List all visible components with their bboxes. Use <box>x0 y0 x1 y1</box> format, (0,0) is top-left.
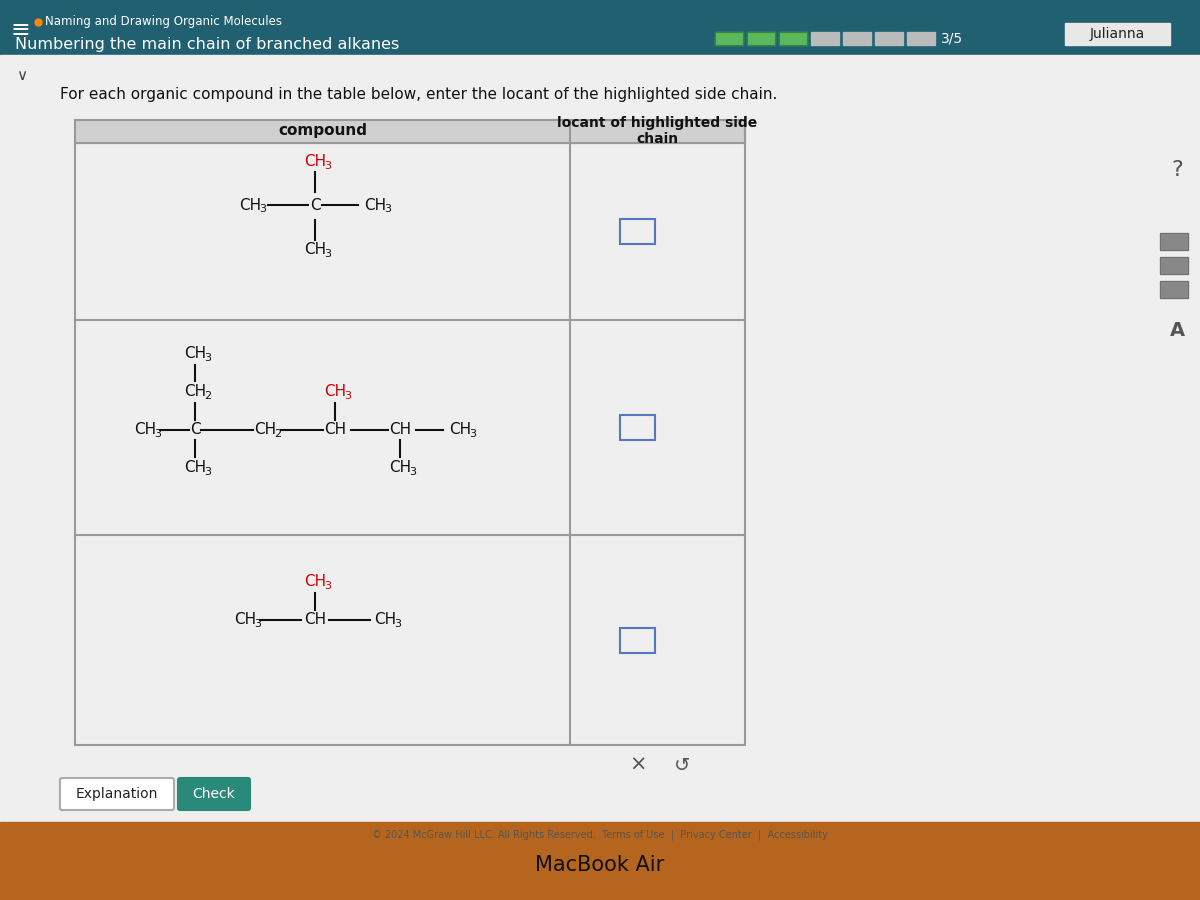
Text: CH: CH <box>184 346 206 362</box>
Bar <box>1160 233 1188 250</box>
Text: 3: 3 <box>254 619 262 629</box>
Bar <box>875 32 904 44</box>
Text: 3: 3 <box>204 467 211 477</box>
Text: Julianna: Julianna <box>1090 27 1145 41</box>
Text: ×: × <box>629 755 647 775</box>
Text: CH: CH <box>304 574 326 590</box>
Bar <box>1160 257 1188 274</box>
Text: ≡: ≡ <box>10 18 30 42</box>
FancyBboxPatch shape <box>60 778 174 810</box>
Text: compound: compound <box>278 123 367 139</box>
Text: 3: 3 <box>469 429 476 439</box>
Bar <box>1160 281 1188 298</box>
Text: 3: 3 <box>324 161 331 171</box>
Text: CH: CH <box>304 613 326 627</box>
Text: Numbering the main chain of branched alkanes: Numbering the main chain of branched alk… <box>14 37 400 51</box>
Text: 3: 3 <box>324 249 331 259</box>
Bar <box>715 32 743 44</box>
Bar <box>0 822 1200 900</box>
Text: CH: CH <box>364 197 386 212</box>
Text: 3: 3 <box>384 204 391 214</box>
Text: 3: 3 <box>409 467 416 477</box>
Text: CH: CH <box>184 384 206 400</box>
Bar <box>779 32 808 44</box>
Text: CH: CH <box>184 461 206 475</box>
Text: C: C <box>310 197 320 212</box>
Text: 2: 2 <box>204 391 211 401</box>
Bar <box>1160 281 1188 298</box>
Text: CH: CH <box>324 422 346 437</box>
Text: CH: CH <box>134 422 156 437</box>
Bar <box>779 32 808 44</box>
Bar <box>0 0 1200 55</box>
Text: C: C <box>190 422 200 437</box>
Bar <box>74 120 745 745</box>
Text: ?: ? <box>1171 160 1183 180</box>
FancyBboxPatch shape <box>178 778 250 810</box>
Text: 2: 2 <box>275 429 282 439</box>
Text: MacBook Air: MacBook Air <box>535 855 665 875</box>
Text: © 2024 McGraw Hill LLC. All Rights Reserved.  Terms of Use  |  Privacy Center  |: © 2024 McGraw Hill LLC. All Rights Reser… <box>372 830 828 841</box>
Text: A: A <box>1170 320 1184 339</box>
Bar <box>715 32 743 44</box>
Text: 3: 3 <box>259 204 266 214</box>
Bar <box>1066 23 1170 45</box>
Text: CH: CH <box>324 384 346 400</box>
Text: 3: 3 <box>155 429 162 439</box>
Text: CH: CH <box>389 461 412 475</box>
Text: CH: CH <box>304 155 326 169</box>
Bar <box>0 55 1200 822</box>
Bar <box>811 32 839 44</box>
Text: 3: 3 <box>395 619 402 629</box>
Bar <box>620 219 655 244</box>
Text: CH: CH <box>389 422 412 437</box>
Text: CH: CH <box>234 613 256 627</box>
Text: CH: CH <box>374 613 396 627</box>
Text: CH: CH <box>304 242 326 257</box>
Text: 3: 3 <box>344 391 352 401</box>
Text: Naming and Drawing Organic Molecules: Naming and Drawing Organic Molecules <box>46 15 282 29</box>
Text: 3: 3 <box>324 581 331 591</box>
Text: Explanation: Explanation <box>76 787 158 801</box>
Text: ∨: ∨ <box>17 68 28 83</box>
Text: CH: CH <box>239 197 262 212</box>
Bar <box>74 120 745 143</box>
Text: CH: CH <box>449 422 472 437</box>
Bar <box>907 32 935 44</box>
Text: ↺: ↺ <box>674 755 691 775</box>
Bar <box>746 32 775 44</box>
Bar <box>1160 233 1188 250</box>
Bar <box>1160 257 1188 274</box>
Text: For each organic compound in the table below, enter the locant of the highlighte: For each organic compound in the table b… <box>60 86 778 102</box>
Bar <box>746 32 775 44</box>
Text: locant of highlighted side
chain: locant of highlighted side chain <box>557 116 757 146</box>
Bar <box>842 32 871 44</box>
Text: 3: 3 <box>204 353 211 363</box>
Text: Check: Check <box>193 787 235 801</box>
Text: CH: CH <box>254 422 276 437</box>
Bar <box>620 415 655 440</box>
Bar <box>620 627 655 652</box>
Text: 3/5: 3/5 <box>941 31 964 45</box>
